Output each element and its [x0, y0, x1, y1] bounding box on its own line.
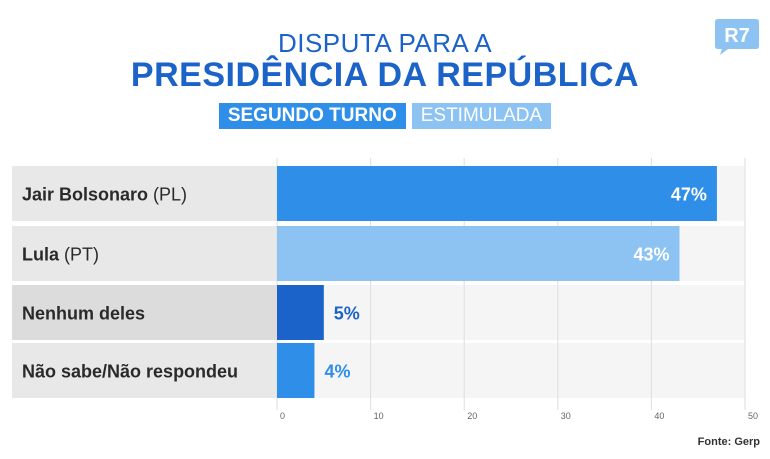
category-label: Nenhum deles: [22, 304, 145, 324]
title-line2: PRESIDÊNCIA DA REPÚBLICA: [130, 56, 640, 94]
row-plot-bg: [277, 285, 745, 340]
bar: [277, 226, 680, 281]
row-label-bg: [12, 285, 277, 340]
value-label: 47%: [671, 185, 707, 205]
x-tick-label: 20: [467, 411, 477, 421]
x-tick-label: 50: [748, 411, 758, 421]
title-line1: DISPUTA PARA A: [277, 28, 493, 58]
row-label-bg: [12, 226, 277, 281]
category-label: Lula (PT): [22, 245, 99, 265]
row-label-bg: [12, 166, 277, 221]
category-label: Jair Bolsonaro (PL): [22, 185, 187, 205]
value-label: 43%: [633, 245, 669, 265]
r7-logo-text: R7: [724, 25, 750, 47]
tag-estimulada: ESTIMULADA: [411, 103, 552, 129]
bar: [277, 285, 324, 340]
x-tick-label: 40: [654, 411, 664, 421]
value-label: 5%: [334, 304, 360, 324]
category-label: Não sabe/Não respondeu: [22, 362, 238, 382]
source-note: Fonte: Gerp: [697, 436, 760, 448]
tag-segundo-turno: SEGUNDO TURNO: [218, 103, 406, 129]
x-tick-label: 30: [561, 411, 571, 421]
row-label-bg: [12, 343, 277, 398]
x-tick-label: 10: [374, 411, 384, 421]
row-plot-bg: [277, 343, 745, 398]
tag-row: SEGUNDO TURNO ESTIMULADA: [0, 103, 770, 129]
bar: [277, 166, 717, 221]
r7-logo: R7: [715, 19, 759, 55]
value-label: 4%: [324, 362, 350, 382]
x-tick-label: 0: [280, 411, 285, 421]
bar: [277, 343, 315, 398]
